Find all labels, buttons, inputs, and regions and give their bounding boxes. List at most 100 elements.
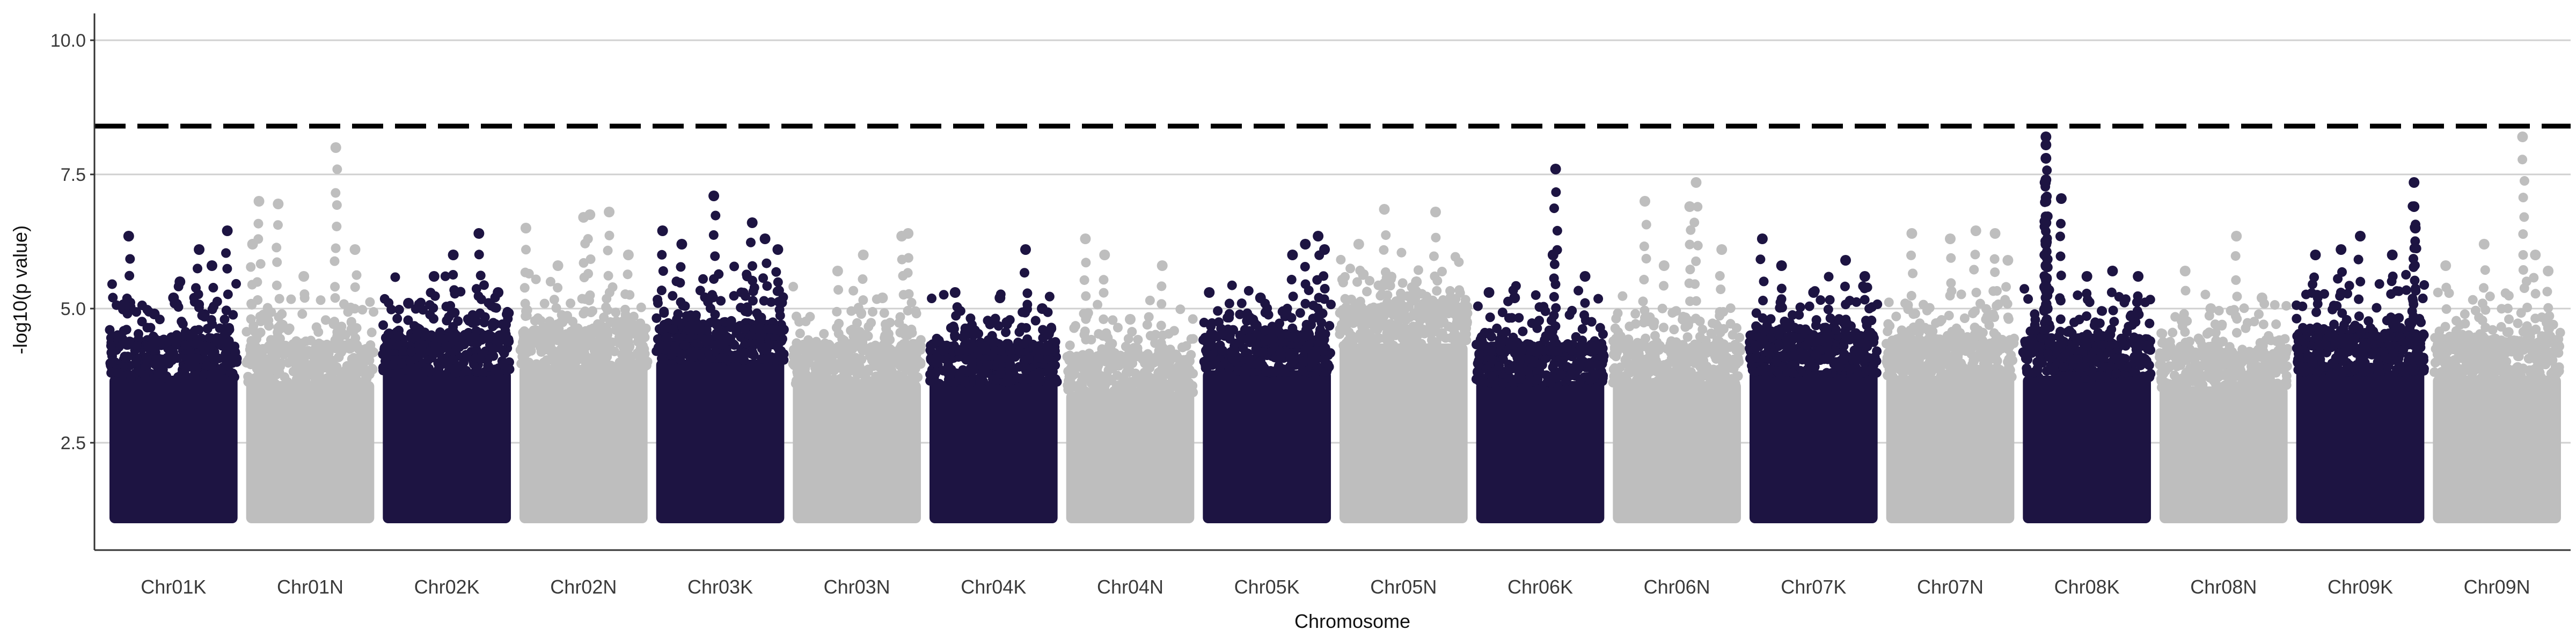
- point-Chr01K: [131, 341, 142, 351]
- peak-point-Chr03K-3: [747, 217, 758, 228]
- point-Chr05N: [1358, 322, 1368, 332]
- points-body-Chr03N: [793, 381, 921, 523]
- point-Chr04N: [1108, 315, 1118, 325]
- point-Chr05N: [1434, 318, 1444, 328]
- point-Chr06N: [1718, 307, 1729, 317]
- point-Chr06K: [1504, 313, 1514, 323]
- point-Chr03K: [667, 349, 677, 360]
- point-Chr01K: [189, 370, 199, 380]
- point-Chr07K: [1851, 364, 1861, 374]
- point-Chr03K: [691, 311, 701, 321]
- point-Chr06K: [1583, 372, 1593, 382]
- point-Chr03K: [748, 286, 758, 296]
- point-Chr02K: [390, 272, 400, 282]
- point-Chr05K: [1300, 344, 1311, 354]
- point-Chr01N: [327, 359, 338, 369]
- point-Chr07K: [1871, 368, 1882, 378]
- point-Chr01N: [262, 303, 273, 313]
- point-Chr01N: [350, 304, 360, 314]
- point-Chr03N: [916, 335, 926, 345]
- point-Chr03N: [895, 327, 905, 338]
- point-Chr04N: [1167, 376, 1177, 386]
- point-Chr06K: [1532, 323, 1542, 333]
- series-Chr05N: [1335, 204, 1473, 523]
- point-Chr04N: [1183, 384, 1194, 394]
- point-Chr07K: [1750, 353, 1760, 363]
- point-Chr05N: [1413, 265, 1423, 275]
- point-Chr04N: [1071, 321, 1081, 331]
- point-Chr07K: [1774, 367, 1784, 377]
- point-Chr03K: [710, 310, 720, 320]
- point-Chr01N: [253, 353, 263, 363]
- point-Chr05K: [1225, 334, 1235, 344]
- point-Chr03K: [675, 277, 685, 288]
- point-Chr02N: [580, 362, 590, 372]
- point-Chr01K: [122, 309, 133, 319]
- point-Chr03N: [904, 289, 914, 299]
- point-Chr03K: [676, 262, 686, 272]
- point-Chr03N: [858, 295, 868, 305]
- point-Chr05K: [1230, 347, 1240, 357]
- point-Chr05K: [1288, 291, 1298, 302]
- point-Chr01N: [265, 372, 275, 383]
- point-Chr05K: [1199, 318, 1209, 328]
- point-Chr02N: [520, 298, 530, 309]
- point-Chr04K: [1044, 291, 1055, 302]
- point-Chr06K: [1580, 315, 1591, 325]
- points-body-Chr01K: [109, 376, 238, 523]
- point-Chr02N: [630, 323, 640, 333]
- point-Chr04N: [1132, 347, 1143, 357]
- point-Chr04K: [993, 355, 1004, 365]
- points-body-Chr05N: [1340, 343, 1468, 523]
- point-Chr07K: [1815, 345, 1825, 355]
- point-Chr02N: [536, 316, 546, 326]
- point-Chr05K: [1326, 299, 1336, 310]
- point-Chr04N: [1081, 258, 1091, 268]
- point-Chr05N: [1460, 318, 1470, 328]
- peak-point-Chr01K-3: [194, 244, 205, 255]
- peak-point-Chr01N-3: [298, 271, 310, 282]
- point-Chr05K: [1224, 363, 1234, 373]
- point-Chr06K: [1485, 312, 1495, 323]
- point-Chr05K: [1206, 350, 1217, 361]
- point-Chr03N: [896, 360, 906, 370]
- peak-point-Chr03N-0: [832, 266, 843, 276]
- point-Chr01N: [365, 345, 375, 355]
- point-Chr06K: [1523, 378, 1533, 388]
- point-Chr06N: [1669, 324, 1679, 334]
- peak-point-Chr03K-5: [772, 244, 784, 255]
- point-Chr03N: [830, 345, 840, 355]
- point-Chr03K: [669, 341, 679, 351]
- series-Chr07K: [1745, 233, 1883, 523]
- points-body-Chr06N: [1613, 381, 1741, 523]
- point-Chr01N: [299, 377, 310, 387]
- point-Chr03K: [759, 342, 769, 353]
- peak-point-Chr01K-1: [149, 309, 160, 319]
- point-Chr06N: [1615, 372, 1625, 383]
- point-Chr03N: [906, 297, 917, 308]
- point-Chr06N: [1613, 308, 1623, 318]
- point-Chr01N: [297, 309, 308, 319]
- point-Chr06N: [1693, 240, 1703, 251]
- peak-point-Chr06K-3: [1547, 250, 1558, 260]
- point-Chr03N: [879, 308, 889, 318]
- point-Chr02N: [539, 298, 550, 309]
- point-Chr02K: [466, 332, 476, 342]
- point-Chr03N: [887, 365, 897, 376]
- point-Chr03K: [757, 354, 767, 364]
- point-Chr03K: [758, 273, 769, 283]
- point-Chr03K: [708, 230, 719, 240]
- point-Chr03N: [802, 345, 813, 355]
- point-Chr01K: [219, 314, 230, 325]
- point-Chr01K: [171, 339, 181, 349]
- point-Chr02K: [448, 269, 458, 280]
- point-Chr01N: [311, 322, 321, 332]
- point-Chr02K: [488, 344, 498, 354]
- point-Chr02N: [561, 329, 571, 339]
- point-Chr03N: [795, 328, 805, 339]
- point-Chr07K: [1755, 254, 1766, 265]
- point-Chr02K: [475, 270, 486, 281]
- point-Chr06N: [1649, 317, 1659, 327]
- point-Chr02K: [479, 318, 489, 328]
- point-Chr04K: [1005, 359, 1015, 369]
